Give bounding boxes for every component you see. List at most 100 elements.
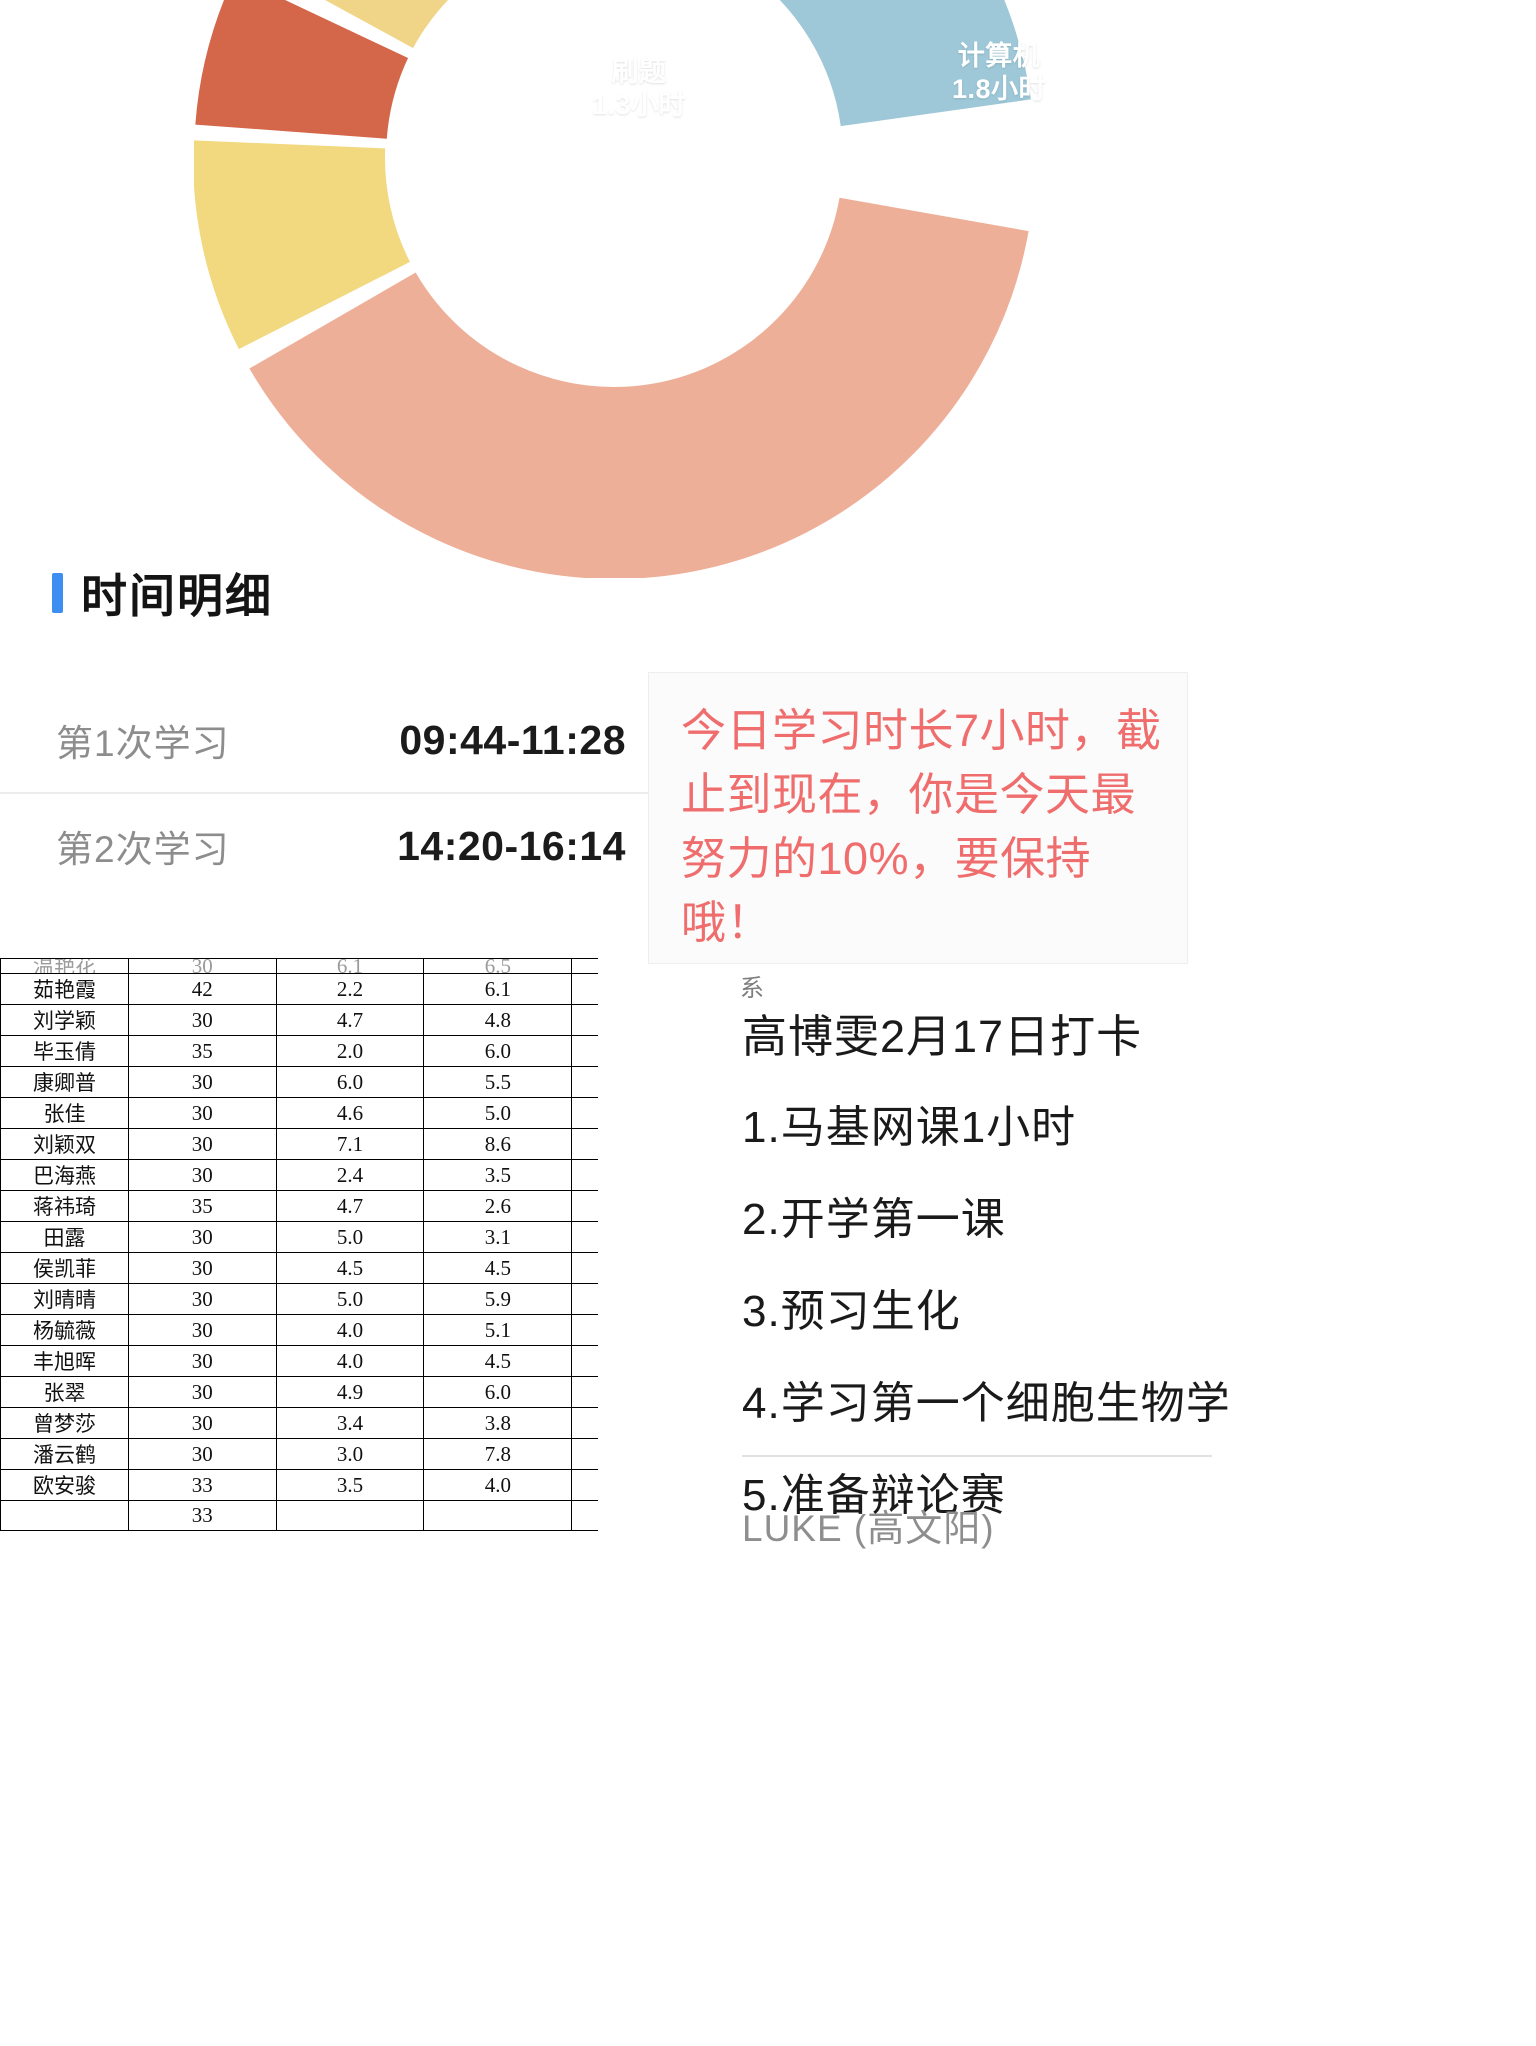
cell-blank[interactable] bbox=[571, 1500, 598, 1531]
cell-n1[interactable]: 30 bbox=[127, 1252, 277, 1284]
cell-blank[interactable] bbox=[571, 1035, 598, 1067]
cell-name[interactable]: 张佳 bbox=[0, 1097, 129, 1129]
session-row-2[interactable]: 第2次学习 14:20-16:14 bbox=[0, 794, 660, 898]
cell-n2[interactable] bbox=[275, 1500, 425, 1531]
cell-name[interactable]: 刘晴晴 bbox=[0, 1283, 129, 1315]
table-row[interactable]: 欧安骏 33 3.5 4.0 bbox=[0, 1469, 598, 1501]
cell-n1[interactable]: 30 bbox=[127, 1128, 277, 1160]
cell-n2[interactable]: 3.0 bbox=[275, 1438, 425, 1470]
cell-n3[interactable]: 5.5 bbox=[423, 1066, 573, 1098]
table-row[interactable]: 蒋祎琦 35 4.7 2.6 bbox=[0, 1190, 598, 1222]
cell-n3[interactable]: 6.0 bbox=[423, 1376, 573, 1408]
cell-blank[interactable] bbox=[571, 1407, 598, 1439]
cell-n3[interactable]: 8.6 bbox=[423, 1128, 573, 1160]
cell-n1[interactable]: 30 bbox=[127, 1066, 277, 1098]
cell-n2[interactable]: 3.5 bbox=[275, 1469, 425, 1501]
cell-n1[interactable]: 30 bbox=[127, 1407, 277, 1439]
table-row[interactable]: 丰旭晖 30 4.0 4.5 bbox=[0, 1345, 598, 1377]
cell-blank[interactable] bbox=[571, 1190, 598, 1222]
table-row[interactable]: 杨毓薇 30 4.0 5.1 bbox=[0, 1314, 598, 1346]
cell-n2[interactable]: 3.4 bbox=[275, 1407, 425, 1439]
cell-blank[interactable] bbox=[571, 1314, 598, 1346]
cell-n2[interactable]: 4.5 bbox=[275, 1252, 425, 1284]
table-row[interactable]: 刘颖双 30 7.1 8.6 bbox=[0, 1128, 598, 1160]
cell-name[interactable]: 欧安骏 bbox=[0, 1469, 129, 1501]
cell-n1[interactable]: 35 bbox=[127, 1035, 277, 1067]
cell-n1[interactable]: 33 bbox=[127, 1500, 277, 1531]
cell-blank[interactable] bbox=[571, 1097, 598, 1129]
cell-n3[interactable]: 5.0 bbox=[423, 1097, 573, 1129]
cell-n2[interactable]: 7.1 bbox=[275, 1128, 425, 1160]
cell-blank[interactable] bbox=[571, 1469, 598, 1501]
donut-chart[interactable]: 纠正 58.3分钟 批改纠正 13.1分钟 刷题 1.3小时 计算机 1.8小时… bbox=[194, 0, 1046, 578]
cell-blank[interactable] bbox=[571, 1066, 598, 1098]
cell-n1[interactable]: 30 bbox=[127, 1004, 277, 1036]
cell-n2[interactable]: 2.2 bbox=[275, 973, 425, 1005]
cell-n2[interactable]: 4.0 bbox=[275, 1345, 425, 1377]
donut-slice-pigai[interactable] bbox=[195, 0, 409, 141]
table-row[interactable]: 毕玉倩 35 2.0 6.0 bbox=[0, 1035, 598, 1067]
cell-name[interactable]: 巴海燕 bbox=[0, 1159, 129, 1191]
donut-slice-shuati[interactable] bbox=[194, 140, 411, 350]
cell-n1[interactable]: 30 bbox=[127, 1283, 277, 1315]
cell-blank[interactable] bbox=[571, 973, 598, 1005]
cell-name[interactable]: 田露 bbox=[0, 1221, 129, 1253]
donut-slice-jiuzheng[interactable] bbox=[325, 0, 790, 50]
cell-n2[interactable]: 6.0 bbox=[275, 1066, 425, 1098]
cell-n3[interactable]: 5.1 bbox=[423, 1314, 573, 1346]
table-row[interactable]: 茹艳霞 42 2.2 6.1 bbox=[0, 973, 598, 1005]
cell-n1[interactable]: 30 bbox=[127, 1438, 277, 1470]
cell-blank[interactable] bbox=[571, 1159, 598, 1191]
cell-n3[interactable]: 4.5 bbox=[423, 1345, 573, 1377]
cell-n3[interactable]: 3.8 bbox=[423, 1407, 573, 1439]
cell-n2[interactable]: 5.0 bbox=[275, 1283, 425, 1315]
table-row[interactable]: 张翠 30 4.9 6.0 bbox=[0, 1376, 598, 1408]
table-row[interactable]: 曾梦莎 30 3.4 3.8 bbox=[0, 1407, 598, 1439]
cell-name[interactable]: 刘颖双 bbox=[0, 1128, 129, 1160]
cell-n1[interactable]: 35 bbox=[127, 1190, 277, 1222]
cell-blank[interactable] bbox=[571, 1128, 598, 1160]
table-row[interactable]: 侯凯菲 30 4.5 4.5 bbox=[0, 1252, 598, 1284]
cell-n2[interactable]: 4.7 bbox=[275, 1190, 425, 1222]
table-row[interactable]: 潘云鹤 30 3.0 7.8 bbox=[0, 1438, 598, 1470]
cell-blank[interactable] bbox=[571, 1345, 598, 1377]
cell-n3[interactable]: 3.1 bbox=[423, 1221, 573, 1253]
cell-name[interactable]: 毕玉倩 bbox=[0, 1035, 129, 1067]
cell-n3[interactable]: 4.0 bbox=[423, 1469, 573, 1501]
cell-name[interactable]: 潘云鹤 bbox=[0, 1438, 129, 1470]
cell-name[interactable]: 曾梦莎 bbox=[0, 1407, 129, 1439]
cell-n3[interactable] bbox=[423, 1500, 573, 1531]
cell-n3[interactable]: 4.5 bbox=[423, 1252, 573, 1284]
cell-n3[interactable]: 6.0 bbox=[423, 1035, 573, 1067]
table-row[interactable]: 刘学颖 30 4.7 4.8 bbox=[0, 1004, 598, 1036]
cell-name[interactable]: 杨毓薇 bbox=[0, 1314, 129, 1346]
cell-n2[interactable]: 4.0 bbox=[275, 1314, 425, 1346]
table-row[interactable]: 田露 30 5.0 3.1 bbox=[0, 1221, 598, 1253]
donut-slice-jisuanji[interactable] bbox=[249, 196, 1029, 578]
cell-n2[interactable]: 2.0 bbox=[275, 1035, 425, 1067]
cell-n1[interactable]: 30 bbox=[127, 1221, 277, 1253]
cell-blank[interactable] bbox=[571, 1252, 598, 1284]
student-data-table[interactable]: 温艳花 30 6.1 6.5 茹艳霞 42 2.2 6.1 刘学颖 30 4.7 4.8 毕玉倩… bbox=[0, 958, 598, 1531]
cell-n2[interactable]: 4.7 bbox=[275, 1004, 425, 1036]
donut-slice-other[interactable] bbox=[779, 0, 1031, 129]
table-row[interactable]: 33 bbox=[0, 1500, 598, 1531]
cell-n1[interactable]: 42 bbox=[127, 973, 277, 1005]
cell-name[interactable]: 康卿普 bbox=[0, 1066, 129, 1098]
cell-n2[interactable]: 2.4 bbox=[275, 1159, 425, 1191]
cell-blank[interactable] bbox=[571, 1376, 598, 1408]
cell-n3[interactable]: 5.9 bbox=[423, 1283, 573, 1315]
cell-blank[interactable] bbox=[571, 1283, 598, 1315]
cell-n3[interactable]: 7.8 bbox=[423, 1438, 573, 1470]
table-row[interactable]: 刘晴晴 30 5.0 5.9 bbox=[0, 1283, 598, 1315]
cell-blank[interactable] bbox=[571, 1221, 598, 1253]
cell-n3[interactable]: 6.1 bbox=[423, 973, 573, 1005]
cell-n2[interactable]: 4.6 bbox=[275, 1097, 425, 1129]
cell-n1[interactable]: 30 bbox=[127, 1376, 277, 1408]
cell-n1[interactable]: 30 bbox=[127, 1314, 277, 1346]
cell-name[interactable] bbox=[0, 1500, 129, 1531]
cell-name[interactable]: 蒋祎琦 bbox=[0, 1190, 129, 1222]
cell-name[interactable]: 丰旭晖 bbox=[0, 1345, 129, 1377]
cell-n1[interactable]: 30 bbox=[127, 1097, 277, 1129]
cell-name[interactable]: 刘学颖 bbox=[0, 1004, 129, 1036]
